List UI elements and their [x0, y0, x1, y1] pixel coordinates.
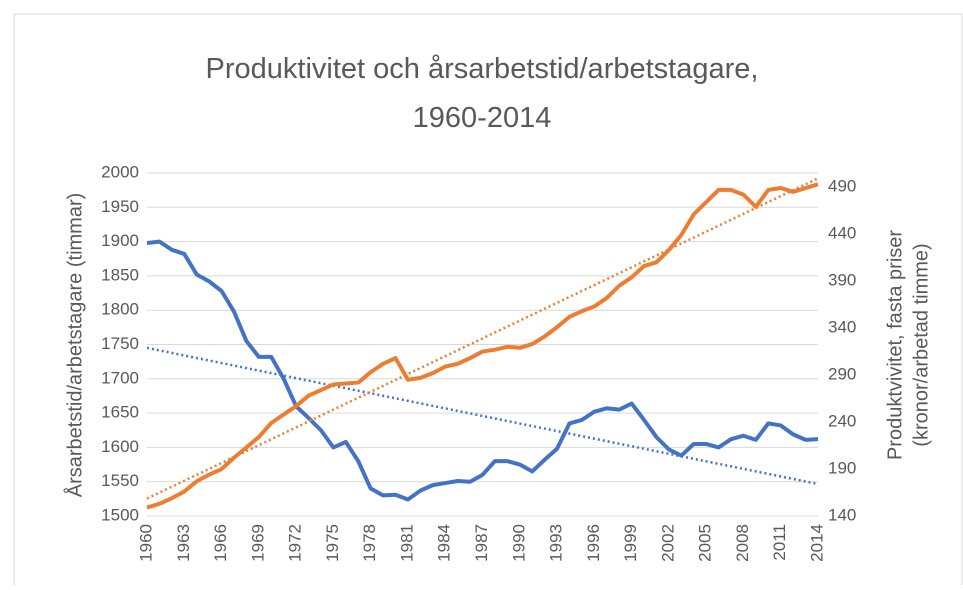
y2-tick-label: 340: [828, 318, 856, 337]
x-tick-label: 2008: [733, 524, 752, 562]
y-tick-label: 2000: [101, 162, 139, 181]
trendline: [146, 346, 819, 486]
y-tick-label: 1600: [101, 437, 139, 456]
x-tick-label: 1990: [509, 524, 528, 562]
y2-axis-label: Produktvivitet, fasta priser: [884, 230, 906, 460]
chart-title: Produktivitet och årsarbetstid/arbetstag…: [206, 53, 759, 85]
y-axis-label: Årsarbetstid/arbetstagare (timmar): [63, 193, 86, 498]
y2-axis-label: (kronor/arbetad timme): [910, 243, 932, 446]
x-tick-label: 2011: [770, 524, 789, 561]
y2-tick-label: 140: [828, 505, 856, 524]
series-line: [146, 182, 819, 510]
y-tick-label: 1950: [101, 197, 139, 216]
x-tick-label: 2002: [658, 524, 677, 562]
y-tick-label: 1850: [101, 265, 139, 284]
y-tick-label: 1500: [101, 505, 139, 524]
x-tick-label: 1966: [211, 524, 230, 562]
y2-tick-label: 490: [828, 177, 856, 196]
y2-tick-label: 240: [828, 412, 856, 431]
x-tick-label: 1981: [397, 524, 416, 562]
x-tick-label: 1996: [584, 524, 603, 562]
x-tick-label: 1987: [472, 524, 491, 562]
x-tick-label: 1978: [360, 524, 379, 562]
x-tick-label: 1969: [248, 524, 267, 562]
y-tick-label: 1900: [101, 231, 139, 250]
x-tick-label: 1975: [323, 524, 342, 562]
y-tick-label: 1700: [101, 368, 139, 387]
y2-tick-label: 190: [828, 458, 856, 477]
y-tick-label: 1550: [101, 471, 139, 490]
x-tick-label: 1999: [621, 524, 640, 562]
chart-frame: [13, 13, 963, 590]
trendline: [146, 177, 819, 500]
y2-tick-label: 440: [828, 224, 856, 243]
y-tick-label: 1650: [101, 403, 139, 422]
x-tick-label: 1984: [435, 524, 454, 562]
y-tick-label: 1750: [101, 334, 139, 353]
series-line: [146, 239, 819, 502]
y-tick-label: 1800: [101, 300, 139, 319]
x-tick-label: 1972: [286, 524, 305, 562]
chart-title: 1960-2014: [413, 102, 552, 134]
x-tick-label: 1993: [547, 524, 566, 562]
y2-tick-label: 290: [828, 365, 856, 384]
x-tick-label: 2014: [807, 524, 826, 562]
y2-tick-label: 390: [828, 271, 856, 290]
x-tick-label: 1960: [136, 524, 155, 562]
x-tick-label: 1963: [174, 524, 193, 562]
x-tick-label: 2005: [696, 524, 715, 562]
